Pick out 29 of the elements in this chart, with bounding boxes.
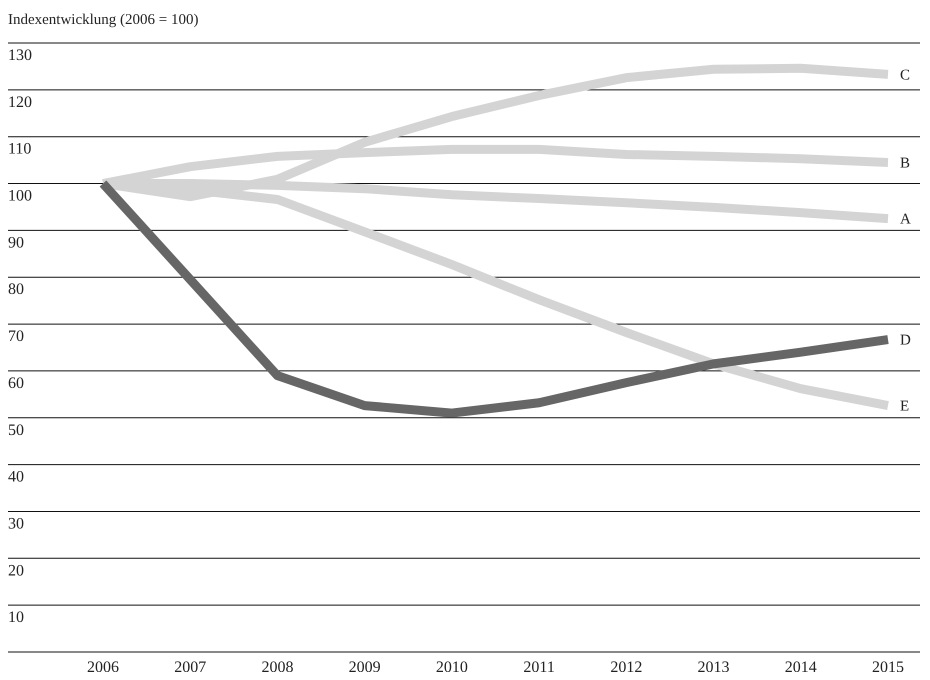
series-label: B — [900, 155, 910, 172]
y-tick-label: 70 — [8, 328, 24, 346]
y-tick-label: 40 — [8, 468, 24, 486]
y-tick-label: 50 — [8, 422, 24, 439]
y-tick-label: 10 — [8, 609, 24, 626]
x-tick-label: 2014 — [784, 659, 817, 676]
y-tick-label: 80 — [8, 281, 24, 298]
x-tick-label: 2008 — [261, 659, 294, 676]
y-axis-title: Indexentwicklung (2006 = 100) — [8, 12, 199, 28]
x-tick-label: 2012 — [610, 659, 642, 676]
x-tick-label: 2015 — [872, 659, 904, 676]
x-tick-label: 2007 — [174, 659, 206, 676]
x-tick-label: 2006 — [87, 659, 119, 676]
y-tick-label: 130 — [8, 47, 32, 64]
y-tick-label: 100 — [8, 188, 32, 205]
y-tick-label: 20 — [8, 562, 24, 580]
x-tick-label: 2010 — [436, 659, 468, 676]
x-tick-label: 2013 — [698, 659, 730, 676]
x-tick-label: 2011 — [523, 659, 555, 676]
y-tick-label: 60 — [8, 374, 24, 392]
y-tick-label: 90 — [8, 234, 24, 252]
series-label: E — [900, 398, 910, 415]
y-tick-label: 120 — [8, 94, 32, 111]
x-tick-label: 2009 — [348, 659, 381, 676]
series-label: D — [900, 332, 911, 349]
series-label: C — [900, 67, 910, 84]
series-label: A — [900, 212, 911, 228]
y-tick-label: 30 — [8, 515, 24, 532]
y-tick-label: 110 — [8, 140, 32, 158]
